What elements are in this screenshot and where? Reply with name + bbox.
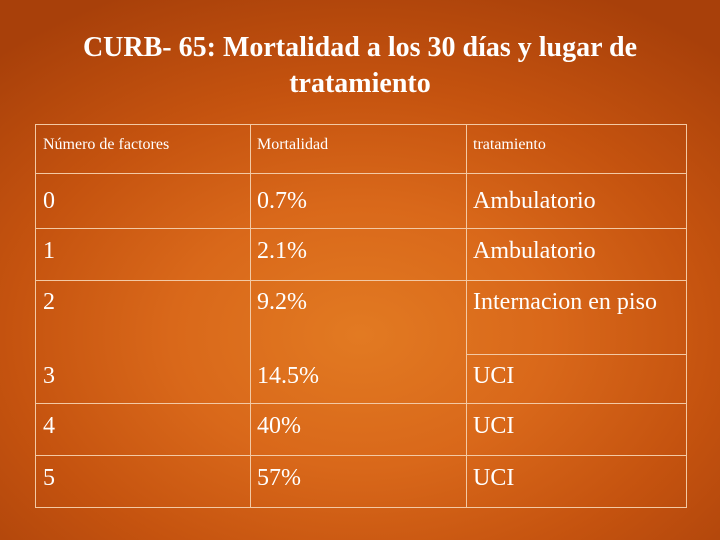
cell-tratamiento-2: Internacion en piso [473,289,657,315]
cell-mortalidad-5: 57% [257,465,301,491]
column-mortalidad: Mortalidad 0.7% 2.1% 9.2% 14.5% 40% 57% [250,125,466,507]
cell-factores-2: 2 [43,289,55,315]
row-divider [36,173,686,174]
row-divider [36,455,686,456]
column-divider [466,125,467,507]
cell-mortalidad-4: 40% [257,413,301,439]
header-tratamiento: tratamiento [473,136,546,153]
cell-factores-1: 1 [43,238,55,264]
cell-factores-0: 0 [43,188,55,214]
cell-factores-5: 5 [43,465,55,491]
cell-tratamiento-3: UCI [473,363,515,389]
cell-mortalidad-2: 9.2% [257,289,307,315]
cell-tratamiento-4: UCI [473,413,515,439]
cell-mortalidad-1: 2.1% [257,238,307,264]
slide-title: CURB- 65: Mortalidad a los 30 días y lug… [82,32,638,99]
cell-tratamiento-0: Ambulatorio [473,188,596,214]
header-mortalidad: Mortalidad [257,136,329,153]
cell-tratamiento-1: Ambulatorio [473,238,596,264]
row-divider [36,403,686,404]
curb65-table: Número de factores 0 1 2 3 4 5 Mortalida… [35,124,687,508]
column-divider [250,125,251,507]
cell-factores-4: 4 [43,413,55,439]
column-factores: Número de factores 0 1 2 3 4 5 [36,125,250,507]
row-divider [36,280,686,281]
cell-factores-3: 3 [43,363,55,389]
column-tratamiento: tratamiento Ambulatorio Ambulatorio Inte… [466,125,686,507]
row-divider [36,228,686,229]
cell-mortalidad-3: 14.5% [257,363,319,389]
header-factores: Número de factores [43,136,170,153]
cell-mortalidad-0: 0.7% [257,188,307,214]
row-divider [466,354,686,355]
cell-tratamiento-5: UCI [473,465,515,491]
